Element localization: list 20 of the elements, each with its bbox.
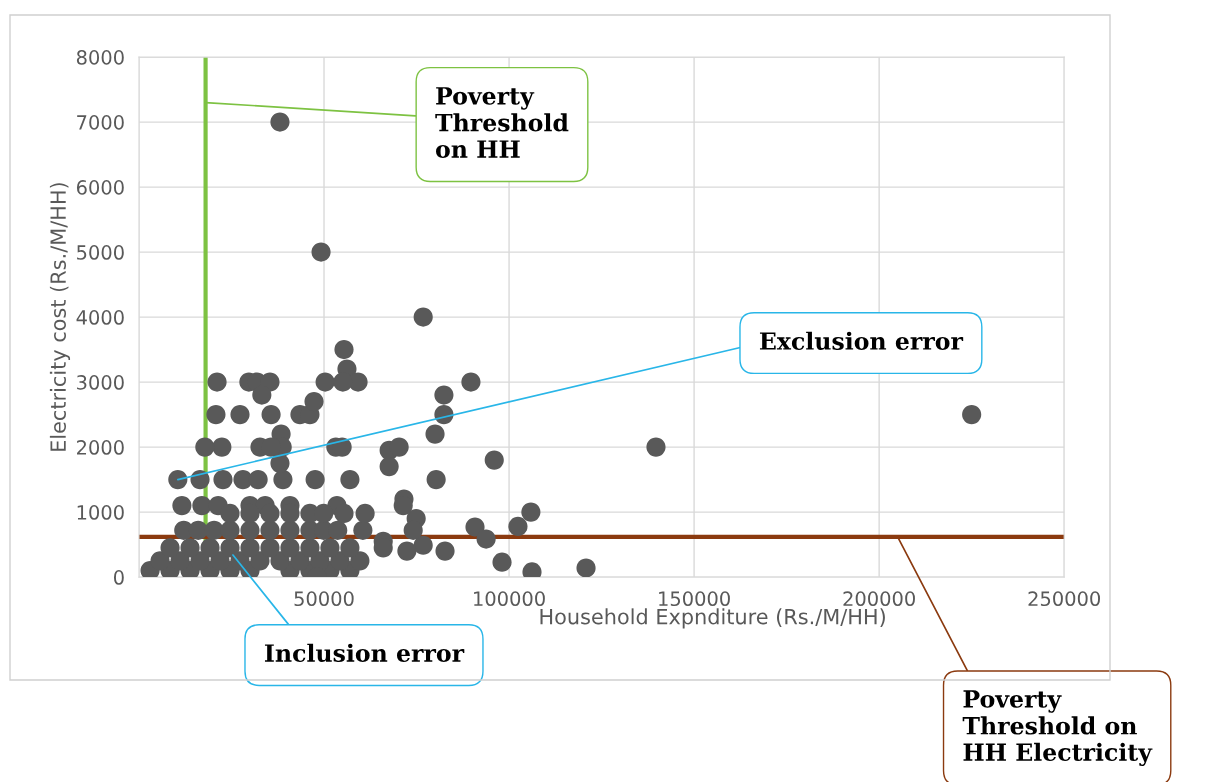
annotation: Exclusion error	[759, 331, 964, 350]
annotation: Poverty Threshold on HH	[435, 87, 569, 158]
x-tick-label: 150000	[659, 591, 730, 607]
x-tick-label: 50000	[294, 591, 354, 607]
y-tick-label: 4000	[76, 310, 124, 325]
y-tick-label: 7000	[77, 115, 124, 130]
x-tick-label: 100000	[474, 591, 545, 607]
y-tick-label: 6000	[76, 180, 124, 195]
y-tick-label: 2000	[77, 440, 124, 455]
x-tick-label: 250000	[1028, 591, 1101, 607]
y-tick-label: 8000	[76, 50, 124, 65]
y-tick-label: 0	[113, 570, 124, 585]
y-tick-label: 3000	[77, 375, 124, 390]
x-axis-title: Household Expnditure (Rs./M/HH)	[540, 608, 885, 629]
y-tick-label: 5000	[77, 245, 124, 260]
annotation: Poverty Threshold on HH Electricity	[962, 690, 1153, 766]
annotation: Inclusion error	[264, 643, 465, 662]
y-tick-label: 1000	[77, 505, 124, 520]
x-tick-label: 200000	[843, 591, 915, 607]
y-axis-title: Electricity cost (Rs./M/HH)	[49, 183, 71, 451]
